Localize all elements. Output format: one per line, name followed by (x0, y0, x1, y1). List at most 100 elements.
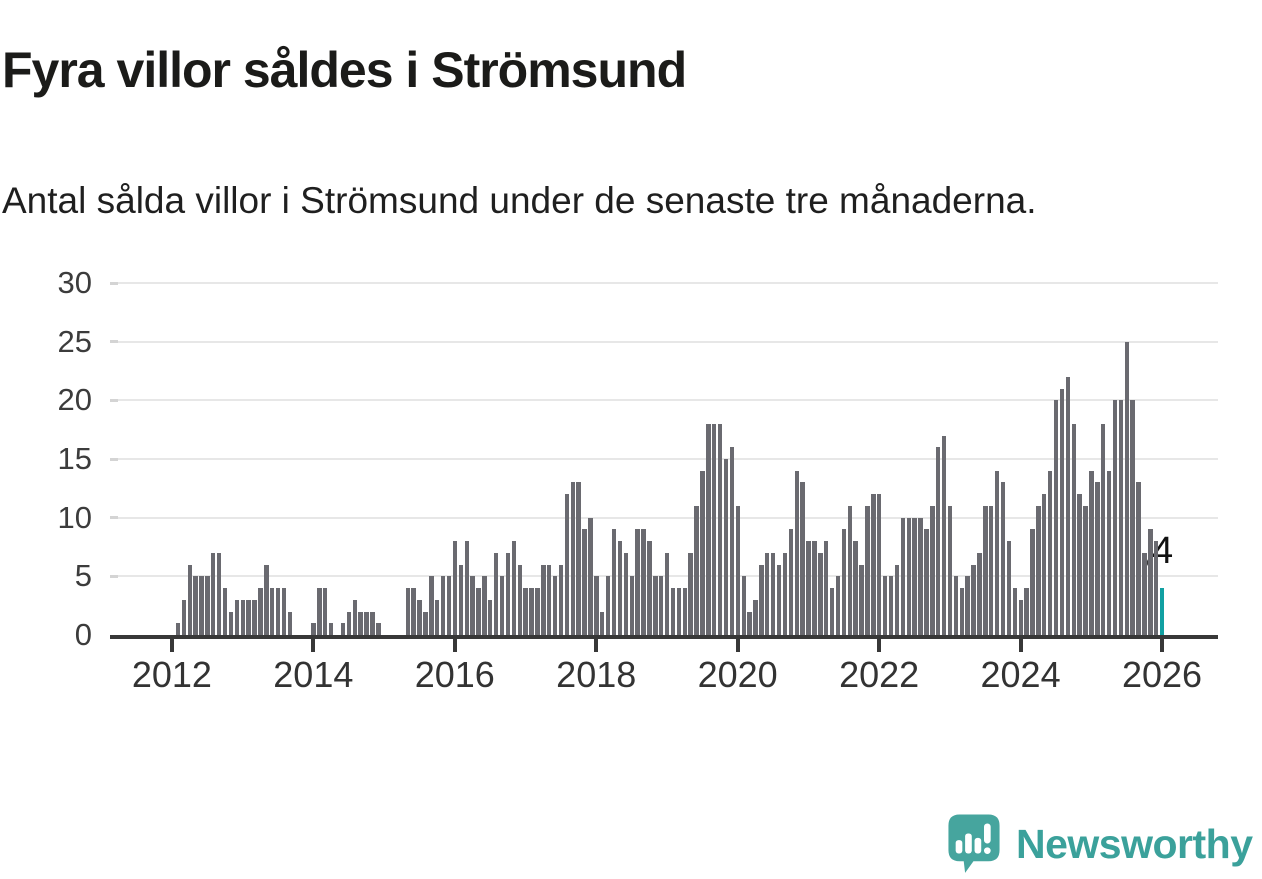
x-tick-2024 (1018, 639, 1023, 652)
bar (317, 588, 322, 635)
bar (270, 588, 275, 635)
bar (476, 588, 481, 635)
bar (411, 588, 416, 635)
bar (594, 576, 599, 635)
bar (440, 576, 446, 635)
plot-area: 4 (110, 281, 1218, 652)
y-axis-label: 25 (57, 323, 92, 359)
bar (617, 541, 623, 635)
bar (800, 482, 805, 635)
bar (753, 599, 758, 635)
bar (429, 576, 434, 635)
bar (659, 576, 664, 635)
bar (264, 564, 269, 635)
bar (517, 564, 522, 635)
latest-value-label: 4 (1152, 530, 1174, 572)
bar (1006, 541, 1012, 635)
y-axis-label: 10 (57, 499, 92, 535)
bar (635, 529, 640, 635)
bar (435, 599, 440, 635)
gridline-25 (110, 340, 1218, 343)
bar (558, 564, 564, 635)
bar (735, 505, 740, 635)
bar (482, 576, 487, 635)
bar (888, 576, 894, 635)
bar (211, 552, 216, 635)
bar (1065, 376, 1071, 635)
bar (358, 611, 363, 635)
x-tick-2018 (594, 639, 599, 652)
bar (1136, 482, 1141, 635)
bar (723, 459, 729, 635)
bar (216, 552, 222, 635)
bar (717, 423, 723, 635)
y-axis-label: 20 (57, 382, 92, 418)
bar (417, 599, 422, 635)
bar (252, 599, 257, 635)
x-tick-2026 (1160, 639, 1164, 652)
page-title: Fyra villor såldes i Strömsund (2, 41, 687, 98)
bar (258, 588, 263, 635)
bar-latest (1159, 588, 1165, 635)
bar (924, 529, 929, 635)
x-tick-2012 (169, 639, 174, 652)
bar (246, 599, 251, 635)
bar (323, 588, 328, 635)
bar (493, 552, 499, 635)
bar (947, 505, 953, 635)
bar (1059, 388, 1065, 635)
newsworthy-bubble-chart-icon (948, 814, 1000, 873)
bar (1042, 494, 1047, 635)
bar (1036, 505, 1041, 635)
bar (1053, 400, 1059, 635)
bar (1095, 482, 1100, 635)
bar (222, 588, 228, 635)
gridline-15 (110, 458, 1218, 460)
bar (1012, 588, 1017, 635)
bar (912, 517, 917, 635)
y-axis-label: 5 (74, 558, 92, 594)
bar (647, 541, 652, 635)
bar (228, 611, 234, 635)
bar (470, 576, 475, 635)
bar (328, 623, 334, 635)
y-axis-label: 0 (74, 617, 92, 652)
bar (688, 552, 693, 635)
bar (281, 588, 287, 635)
bar (953, 576, 959, 635)
x-tick-2020 (735, 639, 740, 652)
bar (859, 564, 864, 635)
newsworthy-wordmark: Newsworthy (1016, 820, 1253, 867)
bar (782, 552, 788, 635)
bar (776, 564, 782, 635)
bar (676, 588, 682, 635)
gridline-5 (110, 575, 1218, 578)
x-axis-label-2012: 2012 (131, 654, 212, 695)
bar (747, 611, 752, 635)
bar (983, 505, 988, 635)
bar (364, 611, 369, 635)
bar (906, 517, 911, 635)
chart-subtitle: Antal sålda villor i Strömsund under de … (2, 180, 1037, 221)
bar (511, 541, 517, 635)
bar (900, 517, 906, 635)
bar (1030, 529, 1035, 635)
bar (1118, 400, 1124, 635)
bar (564, 494, 570, 635)
bar (446, 576, 452, 635)
bar (205, 576, 210, 635)
bar (706, 423, 711, 635)
bar (877, 494, 882, 635)
bar (1089, 470, 1094, 635)
bar (977, 552, 982, 635)
bar (829, 588, 835, 635)
bar (552, 576, 558, 635)
bar (1077, 494, 1082, 635)
bar (664, 552, 670, 635)
bar (240, 599, 245, 635)
bar (1130, 400, 1135, 635)
y-axis-label: 30 (57, 265, 92, 300)
bar (352, 599, 357, 635)
bar (865, 505, 870, 635)
y-tick (110, 281, 118, 285)
